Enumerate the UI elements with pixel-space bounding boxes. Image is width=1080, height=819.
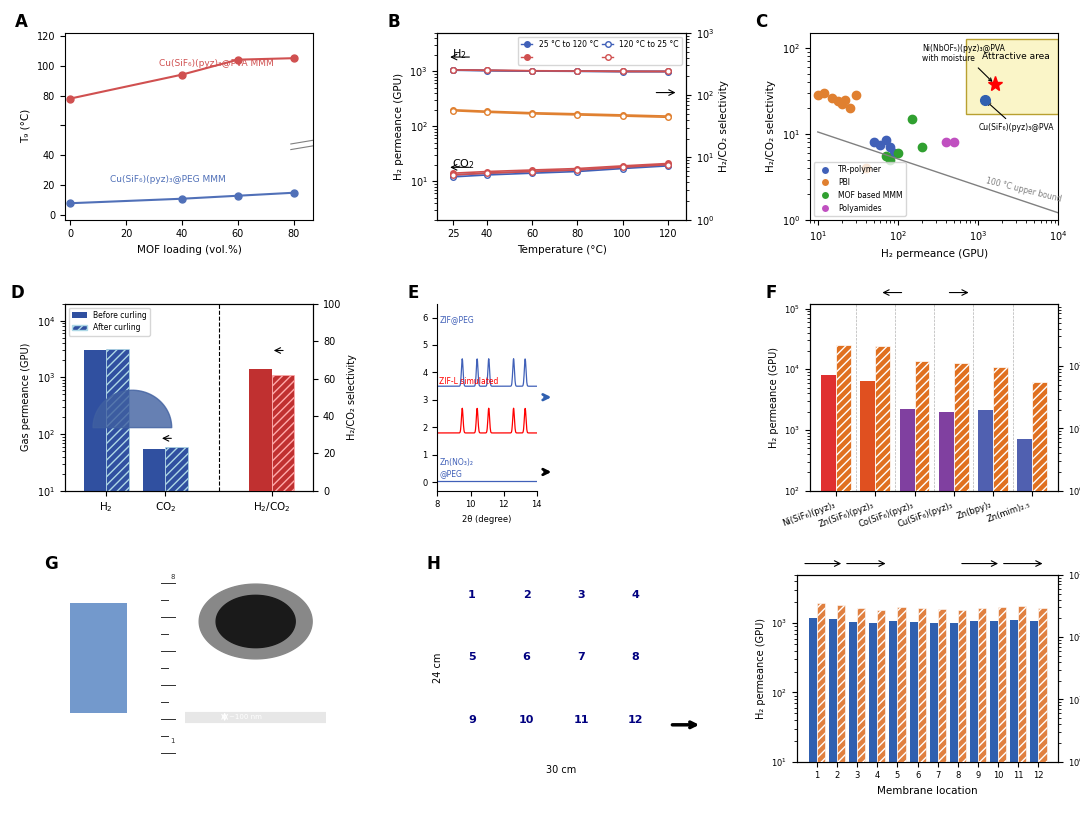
Bar [165,446,188,819]
X-axis label: Temperature (°C): Temperature (°C) [516,245,607,255]
Y-axis label: H₂ permeance (GPU): H₂ permeance (GPU) [394,73,404,180]
Bar [84,351,106,819]
Bar [958,610,966,819]
X-axis label: MOF loading (vol.%): MOF loading (vol.%) [136,245,242,255]
Bar [858,609,865,819]
Bar [106,349,129,819]
Bar [993,368,1008,819]
Bar [1017,439,1032,819]
Bar [937,609,946,819]
Text: 5: 5 [469,653,476,663]
Bar [930,622,937,819]
Bar [990,621,998,819]
Text: 10: 10 [518,715,535,725]
Bar [970,622,978,819]
Text: 8: 8 [632,653,639,663]
Bar [1032,382,1048,819]
Text: Cu(SiF₆)(pyz)₃@PVA MMM: Cu(SiF₆)(pyz)₃@PVA MMM [159,60,274,69]
Bar [861,381,876,819]
Bar [966,39,1058,114]
Text: Ni(NbOF₅)(pyz)₃@PVA
with moisture: Ni(NbOF₅)(pyz)₃@PVA with moisture [922,43,1005,81]
Bar [869,623,877,819]
Bar [918,609,926,819]
Text: F: F [766,284,777,302]
Text: 9: 9 [468,715,476,725]
Text: A: A [15,13,28,31]
Text: Attractive area: Attractive area [982,52,1050,61]
Bar [1039,608,1047,819]
Legend: TR-polymer, PBI, MOF based MMM, Polyamides: TR-polymer, PBI, MOF based MMM, Polyamid… [814,162,906,216]
Text: 100 °C upper bound: 100 °C upper bound [985,177,1062,204]
Y-axis label: Gas permeance (GPU): Gas permeance (GPU) [21,343,31,451]
Bar [836,345,851,819]
Bar [816,603,825,819]
Bar [909,622,918,819]
Legend: Before curling, After curling: Before curling, After curling [69,308,150,336]
Text: 2: 2 [523,590,530,600]
Bar [877,610,886,819]
Y-axis label: H₂ permeance (GPU): H₂ permeance (GPU) [769,346,779,448]
Bar [1010,620,1018,819]
Bar [998,608,1007,819]
Text: B: B [388,13,401,31]
Bar [809,618,816,819]
Text: 24 cm: 24 cm [433,653,443,683]
Text: 30 cm: 30 cm [546,765,577,776]
Text: 12: 12 [627,715,644,725]
Bar [978,609,986,819]
Bar [249,369,272,491]
Text: 4: 4 [632,590,639,600]
Y-axis label: H₂/CO₂ selectivity: H₂/CO₂ selectivity [767,80,777,172]
Bar [1018,606,1026,819]
Text: E: E [407,284,419,302]
Bar [949,623,958,819]
Y-axis label: H₂/CO₂ selectivity: H₂/CO₂ selectivity [347,355,356,440]
Bar [849,622,858,819]
Legend: 25 °C to 120 °C, , 120 °C to 25 °C, : 25 °C to 120 °C, , 120 °C to 25 °C, [518,37,681,65]
Bar [821,375,836,819]
Text: C: C [755,13,768,31]
Bar [837,604,845,819]
Y-axis label: H₂/CO₂ selectivity: H₂/CO₂ selectivity [719,80,729,172]
Text: 3: 3 [577,590,585,600]
Text: 11: 11 [573,715,589,725]
Text: Cu(SiF₆)(pyz)₃@PVA: Cu(SiF₆)(pyz)₃@PVA [978,102,1054,132]
Text: 7: 7 [577,653,585,663]
Y-axis label: T₉ (°C): T₉ (°C) [21,109,31,143]
X-axis label: H₂ permeance (GPU): H₂ permeance (GPU) [880,249,988,259]
Bar [1030,622,1039,819]
Bar [829,619,837,819]
Bar [897,608,905,819]
Bar [272,375,294,491]
Text: Cu(SiF₆)(pyz)₃@PEG MMM: Cu(SiF₆)(pyz)₃@PEG MMM [109,175,226,184]
Bar [876,346,890,819]
Bar [939,412,954,819]
Text: 1: 1 [468,590,476,600]
X-axis label: Membrane location: Membrane location [877,786,978,796]
Bar [890,621,897,819]
Bar [978,410,993,819]
Bar [143,449,165,819]
Text: 6: 6 [523,653,530,663]
Bar [900,410,915,819]
Text: H$_2$: H$_2$ [453,47,467,61]
Text: CO$_2$: CO$_2$ [453,157,475,171]
Text: H: H [427,555,440,573]
Bar [915,361,930,819]
Text: D: D [10,284,24,302]
Y-axis label: H₂ permeance (GPU): H₂ permeance (GPU) [756,618,766,719]
Bar [954,364,969,819]
Text: G: G [44,555,57,573]
